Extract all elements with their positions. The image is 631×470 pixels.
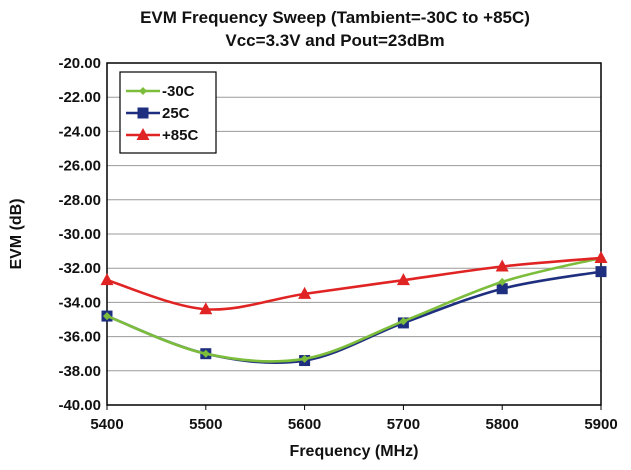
- y-tick-label: -32.00: [58, 260, 101, 277]
- legend-label: 25C: [162, 105, 190, 122]
- legend-label: -30C: [162, 83, 195, 100]
- x-tick-label: 5800: [486, 416, 519, 433]
- y-tick-label: -34.00: [58, 294, 101, 311]
- series-line: [106, 256, 602, 363]
- legend-marker: [136, 128, 150, 140]
- data-point: [396, 273, 410, 286]
- series-layer: [100, 250, 608, 367]
- data-point: [199, 302, 213, 315]
- x-tick-label: 5400: [90, 416, 123, 433]
- plot-area: [106, 62, 602, 406]
- y-axis: -20.00 -22.00 -24.00 -26.00 -28.00 -30.00 -32.…: [58, 55, 101, 414]
- data-point: [594, 250, 608, 263]
- data-point: [103, 312, 111, 321]
- x-tick-label: 5900: [584, 416, 617, 433]
- legend-item: +85C: [126, 127, 198, 144]
- series-+85C: [100, 250, 608, 315]
- data-point: [100, 273, 114, 286]
- data-point: [495, 259, 509, 272]
- x-tick-label: 5700: [387, 416, 420, 433]
- legend-marker: [139, 87, 147, 95]
- y-tick-label: -20.00: [58, 55, 101, 72]
- y-tick-label: -38.00: [58, 363, 101, 380]
- legend-label: +85C: [162, 127, 198, 144]
- chart-title: EVM Frequency Sweep (Tambient=-30C to +8…: [140, 8, 530, 27]
- data-point: [498, 277, 507, 286]
- y-tick-label: -28.00: [58, 192, 101, 209]
- data-point: [298, 286, 312, 299]
- y-tick-label: -22.00: [58, 89, 101, 106]
- y-axis-label: EVM (dB): [8, 198, 25, 269]
- chart-subtitle: Vcc=3.3V and Pout=23dBm: [225, 31, 444, 50]
- data-point: [496, 283, 508, 295]
- y-tick-label: -36.00: [58, 329, 101, 346]
- y-tick-label: -24.00: [58, 123, 101, 140]
- data-point: [595, 266, 607, 278]
- y-tick-label: -40.00: [58, 397, 101, 414]
- data-point: [399, 317, 408, 326]
- legend-marker: [137, 107, 149, 119]
- series-line: [106, 270, 602, 365]
- legend: -30C 25C +85C: [119, 71, 217, 154]
- legend-item: -30C: [126, 83, 195, 100]
- x-tick-label: 5500: [189, 416, 222, 433]
- y-tick-label: -26.00: [58, 158, 101, 175]
- series-25C: [101, 266, 607, 367]
- data-point: [201, 349, 210, 358]
- y-tick-label: -30.00: [58, 226, 101, 243]
- series--30C: [103, 253, 605, 363]
- data-point: [300, 354, 309, 363]
- series-line: [106, 256, 602, 311]
- legend-item: 25C: [126, 105, 190, 122]
- x-axis-label: Frequency (MHz): [290, 443, 419, 460]
- x-tick-label: 5600: [288, 416, 321, 433]
- x-axis: 5400 5500 5600 5700 5800 5900: [90, 405, 618, 433]
